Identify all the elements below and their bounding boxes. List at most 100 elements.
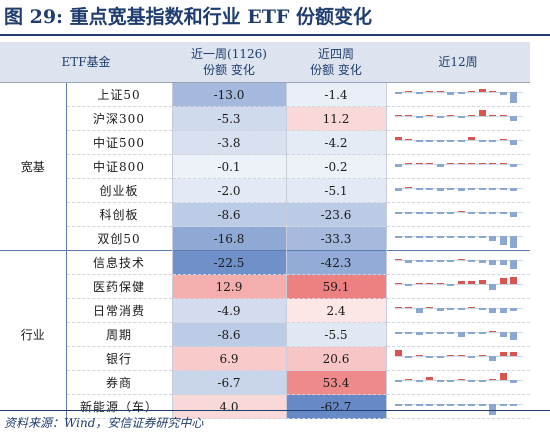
sparkline-bar <box>499 92 507 95</box>
week1-change: -8.6 <box>171 322 286 347</box>
fund-name: 日常消费 <box>66 298 172 323</box>
sparkline-bar <box>510 92 517 103</box>
sparkline-12w <box>385 250 530 275</box>
sparkline-bar <box>457 116 465 118</box>
sparkline-bar <box>426 115 433 116</box>
table-row: 中证500 -3.8 -4.2 <box>0 130 530 155</box>
week4-change: 53.4 <box>285 370 386 395</box>
sparkline-bar <box>457 258 465 260</box>
sparkline-chart <box>394 133 523 152</box>
table-row: 行业 信息技术 -22.5 -42.3 <box>0 250 530 419</box>
sparkline-chart <box>394 229 523 248</box>
sparkline-bar <box>510 236 517 248</box>
group-label: 宽基 <box>0 82 67 251</box>
sparkline-bar <box>457 404 465 406</box>
sparkline-bar <box>489 163 496 164</box>
week1-change: -4.9 <box>171 298 286 323</box>
week1-change: -6.7 <box>171 370 286 395</box>
sparkline-bar <box>447 404 454 406</box>
sparkline-bar <box>478 212 486 214</box>
sparkline-bar <box>468 212 475 214</box>
table-row: 医药保健 12.9 59.1 <box>0 274 530 299</box>
sparkline-bar <box>436 308 444 311</box>
fund-name: 上证50 <box>66 82 172 107</box>
sparkline-bar <box>436 260 444 262</box>
sparkline-bar <box>499 260 507 265</box>
sparkline-bar <box>405 186 412 188</box>
sparkline-bar <box>468 356 475 358</box>
week4-change: -33.3 <box>285 226 386 251</box>
sparkline-bar <box>478 110 486 116</box>
sparkline-bar <box>510 380 517 383</box>
sparkline-bar <box>394 350 402 356</box>
sparkline-bar <box>468 380 475 382</box>
sparkline-bar <box>394 137 402 140</box>
sparkline-bar <box>478 140 486 142</box>
sparkline-bar <box>447 188 454 190</box>
sparkline-12w <box>385 226 530 251</box>
week1-change: -2.0 <box>171 178 286 203</box>
sparkline-bar <box>405 212 412 214</box>
sparkline-bar <box>436 91 444 92</box>
sparkline-bar <box>436 236 444 238</box>
sparkline-bar <box>457 281 465 284</box>
header-week1-line2: 份额 变化 <box>203 63 255 77</box>
sparkline-bar <box>405 306 412 308</box>
sparkline-bar <box>447 284 454 286</box>
sparkline-bar <box>478 163 486 164</box>
sparkline-bar <box>447 260 454 262</box>
sparkline-bar <box>499 332 507 337</box>
week4-change: -5.5 <box>285 322 386 347</box>
sparkline-bar <box>405 332 412 334</box>
sparkline-12w <box>385 370 530 395</box>
sparkline-bar <box>426 356 433 358</box>
sparkline-bar <box>405 163 412 164</box>
sparkline-bar <box>415 116 423 118</box>
sparkline-bar <box>468 90 475 92</box>
sparkline-bar <box>468 163 475 164</box>
fund-name: 科创板 <box>66 202 172 227</box>
sparkline-bar <box>489 356 496 361</box>
sparkline-bar <box>436 140 444 142</box>
sparkline-bar <box>436 188 444 191</box>
fund-name: 双创50 <box>66 226 172 251</box>
sparkline-12w <box>385 154 530 179</box>
sparkline-chart <box>394 325 523 344</box>
sparkline-bar <box>499 212 507 214</box>
sparkline-bar <box>478 332 486 334</box>
sparkline-bar <box>415 236 423 238</box>
sparkline-bar <box>510 140 517 145</box>
sparkline-chart <box>394 109 523 128</box>
sparkline-bar <box>489 330 496 332</box>
sparkline-bar <box>499 372 507 380</box>
sparkline-bar <box>426 140 433 142</box>
sparkline-bar <box>468 188 475 190</box>
fund-name: 券商 <box>66 370 172 395</box>
sparkline-bar <box>394 92 402 94</box>
sparkline-bar <box>426 282 433 284</box>
sparkline-bar <box>447 308 454 310</box>
sparkline-12w <box>385 274 530 299</box>
sparkline-bar <box>489 308 496 313</box>
week1-change: -16.8 <box>171 226 286 251</box>
sparkline-bar <box>415 188 423 190</box>
sparkline-chart <box>394 157 523 176</box>
sparkline-bar <box>426 332 433 334</box>
sparkline-12w <box>385 322 530 347</box>
sparkline-chart <box>394 205 523 224</box>
sparkline-bar <box>457 140 465 142</box>
sparkline-bar <box>394 236 402 238</box>
week1-change: -0.1 <box>171 154 286 179</box>
sparkline-bar <box>394 114 402 116</box>
sparkline-bar <box>489 114 496 116</box>
sparkline-bar <box>478 89 486 92</box>
sparkline-bar <box>426 212 433 214</box>
sparkline-bar <box>457 236 465 238</box>
sparkline-bar <box>394 258 402 260</box>
header-week1: 近一周(1126) 份额 变化 <box>172 42 286 83</box>
sparkline-bar <box>426 377 433 380</box>
table-row: 科创板 -8.6 -23.6 <box>0 202 530 227</box>
sparkline-bar <box>499 278 507 284</box>
week4-change: 2.4 <box>285 298 386 323</box>
week4-change: -23.6 <box>285 202 386 227</box>
